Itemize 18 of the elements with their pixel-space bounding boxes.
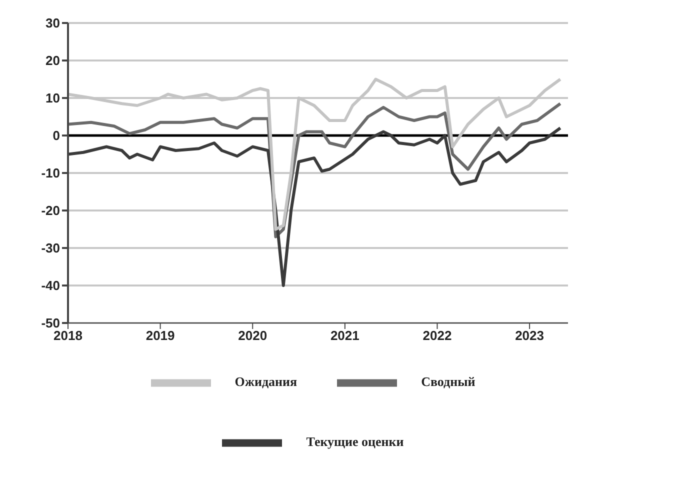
y-tick-label: -30 (41, 240, 60, 256)
y-tick-label: 0 (52, 128, 60, 144)
y-tick-label: -40 (41, 278, 60, 294)
legend-label: Текущие оценки (306, 434, 404, 449)
y-tick-label: -10 (41, 166, 60, 181)
legend-label: Ожидания (234, 374, 298, 389)
y-tick-label: -20 (41, 203, 60, 218)
x-tick-label: 2018 (54, 328, 82, 344)
legend-label: Сводный (421, 374, 476, 389)
y-tick-label: 20 (46, 53, 60, 68)
y-tick-label: -50 (41, 316, 60, 331)
x-tick-label: 2019 (146, 328, 175, 344)
y-tick-label: 10 (46, 90, 60, 106)
x-tick-label: 2020 (238, 328, 268, 344)
x-tick-label: 2021 (330, 328, 360, 344)
x-tick-label: 2023 (515, 328, 544, 344)
x-tick-label: 2022 (422, 328, 452, 344)
y-tick-label: 30 (46, 16, 60, 31)
